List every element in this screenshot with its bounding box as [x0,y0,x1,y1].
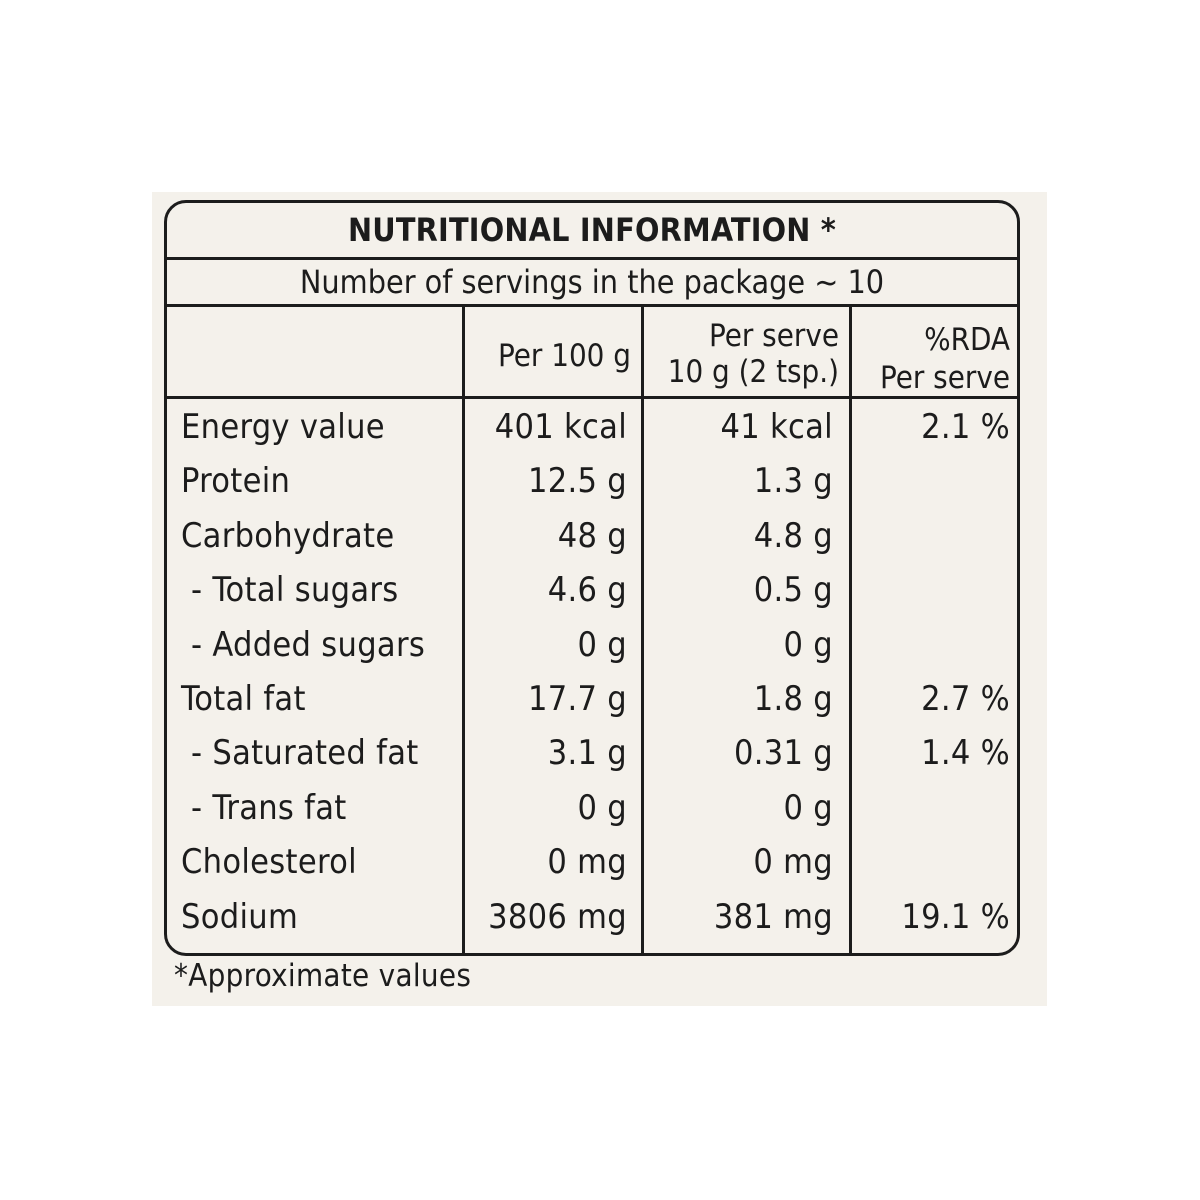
value-per-100g: 17.7 g [527,678,627,719]
nutrient-name: Sodium [181,896,299,937]
value-per-serve: 1.8 g [753,678,833,719]
value-per-serve: 0.31 g [733,733,833,774]
value-per-serve: 4.8 g [753,515,833,556]
nutrient-row: Total fat 17.7 g 1.8 g 2.7 % [167,671,1017,725]
column-header-line: 10 g (2 tsp.) [667,353,839,390]
value-per-serve: 41 kcal [720,407,833,447]
nutrient-name: Protein [181,461,291,502]
nutrient-name: - Trans fat [191,787,347,828]
nutrient-row: - Added sugars 0 g 0 g [167,617,1017,671]
column-header-line: %RDA [924,321,1010,358]
nutrient-name: Cholesterol [181,842,357,883]
nutrient-row: - Saturated fat 3.1 g 0.31 g 1.4 % [167,725,1017,779]
header-divider-bottom [167,396,1017,399]
value-rda: 2.1 % [921,407,1010,447]
header-divider-top [167,304,1017,307]
nutrient-name: Total fat [181,678,306,719]
column-header-per-serve: Per serve 10 g (2 tsp.) [644,307,849,396]
nutrient-row: Cholesterol 0 mg 0 mg [167,834,1017,888]
column-header-line: Per 100 g [498,337,631,374]
value-rda: 2.7 % [921,678,1010,719]
value-per-100g: 0 g [577,787,627,828]
value-rda: 19.1 % [901,896,1010,937]
nutrient-row: Energy value 401 kcal 41 kcal 2.1 % [167,399,1017,453]
value-per-100g: 4.6 g [547,570,627,611]
nutrition-table: NUTRITIONAL INFORMATION * Number of serv… [164,200,1020,956]
value-per-serve: 0 g [783,624,833,665]
nutrient-rows: Energy value 401 kcal 41 kcal 2.1 % Protein 1… [167,399,1017,943]
nutrient-name: Carbohydrate [181,515,395,556]
nutrient-row: Carbohydrate 48 g 4.8 g [167,508,1017,562]
nutrient-name: - Total sugars [191,570,399,611]
column-divider [849,307,852,953]
table-title: NUTRITIONAL INFORMATION * [347,211,837,249]
value-per-100g: 12.5 g [527,461,627,502]
value-per-serve: 381 mg [713,896,833,937]
column-header-line: Per serve [708,317,839,354]
value-per-100g: 0 g [577,624,627,665]
column-header-per-100g: Per 100 g [465,307,641,396]
value-per-serve: 1.3 g [753,461,833,502]
servings-count: Number of servings in the package ~ 10 [167,257,1017,304]
nutrient-row: Sodium 3806 mg 381 mg 19.1 % [167,889,1017,943]
value-per-100g: 3806 mg [488,896,627,937]
value-per-100g: 48 g [557,515,627,556]
column-header-line: Per serve [879,359,1010,396]
value-per-serve: 0.5 g [753,570,833,611]
value-per-serve: 0 mg [753,842,833,883]
nutrient-row: - Total sugars 4.6 g 0.5 g [167,562,1017,616]
value-per-100g: 401 kcal [494,407,627,447]
nutrient-row: - Trans fat 0 g 0 g [167,780,1017,834]
label-panel [152,192,1047,1006]
nutrient-name: - Saturated fat [191,733,419,774]
value-per-serve: 0 g [783,787,833,828]
footnote: *Approximate values [174,958,472,994]
value-per-100g: 3.1 g [547,733,627,774]
column-divider [462,307,465,953]
value-rda: 1.4 % [921,733,1010,774]
nutrient-row: Protein 12.5 g 1.3 g [167,453,1017,507]
nutrient-name: Energy value [181,407,385,447]
column-header-rda: %RDA Per serve [852,307,1017,396]
column-divider [641,307,644,953]
nutrient-name: - Added sugars [191,624,426,665]
value-per-100g: 0 mg [547,842,627,883]
